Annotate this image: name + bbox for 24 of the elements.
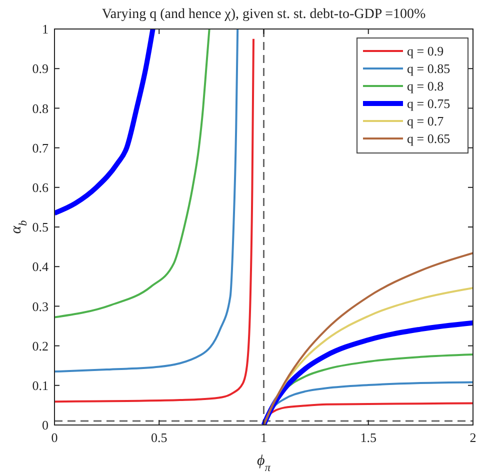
x-axis-title: ϕ$_{π}$ (257, 453, 271, 472)
chart-title: Varying q (and hence χ), given st. st. debt-to-GDP =100% (102, 7, 426, 22)
y-tick-label: 0.3 (32, 298, 48, 314)
x-tick-label: 1.5 (360, 430, 376, 445)
y-tick-label: 0 (42, 418, 48, 433)
y-tick-label: 0.5 (32, 220, 48, 235)
y-tick-label: 0.8 (32, 100, 48, 116)
y-tick-label: 0.4 (32, 259, 49, 274)
line-series (262, 252, 473, 425)
x-tick-label: 2 (470, 430, 476, 445)
y-tick-label: 0.7 (32, 140, 49, 156)
y-tick-label: 0.6 (32, 180, 49, 195)
y-tick-label: 1 (42, 22, 48, 37)
x-tick-label: 0.5 (151, 430, 168, 445)
y-tick-label: 0.9 (32, 61, 48, 76)
legend-label: q = 0.85 (407, 61, 450, 76)
y-tick-label: 0.1 (32, 378, 48, 393)
legend-label: q = 0.75 (407, 96, 450, 112)
legend-label: q = 0.8 (407, 78, 444, 94)
legend-label: q = 0.65 (407, 131, 450, 146)
y-tick-label: 0.2 (32, 338, 48, 354)
legend-label: q = 0.9 (407, 44, 444, 59)
x-tick-label: 1 (260, 430, 267, 445)
legend-label: q = 0.7 (407, 114, 444, 129)
